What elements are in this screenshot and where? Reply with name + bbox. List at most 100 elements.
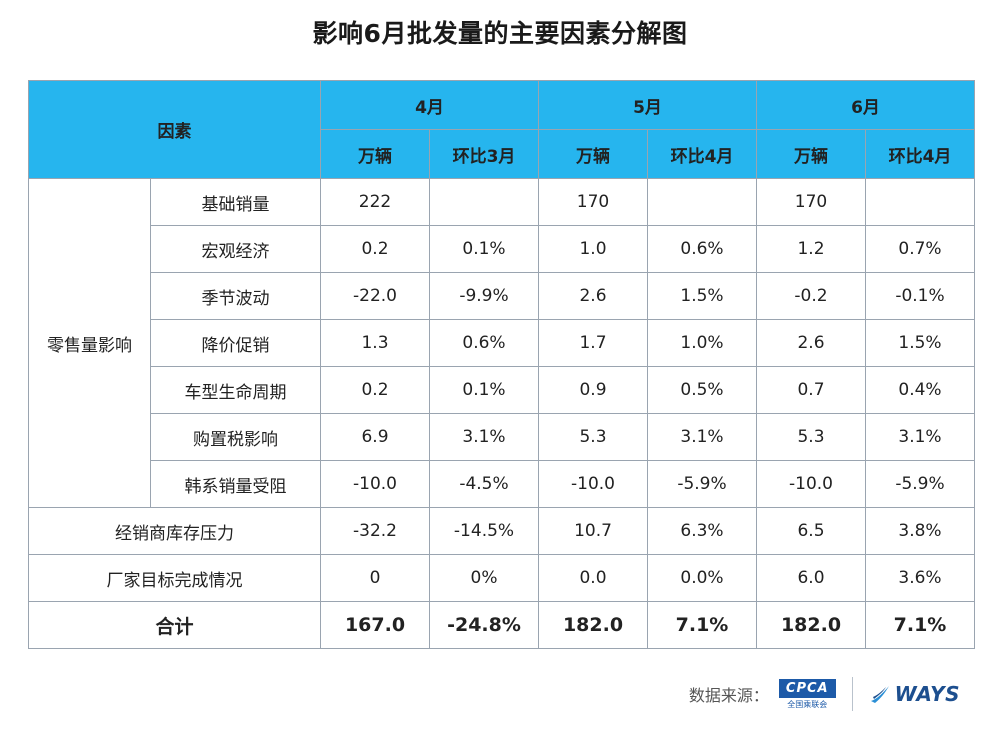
table-row: 购置税影响 6.9 3.1% 5.3 3.1% 5.3 3.1% — [29, 413, 975, 461]
cell: 1.7 — [538, 319, 648, 367]
row-label: 基础销量 — [150, 178, 321, 226]
row-label: 经销商库存压力 — [28, 507, 321, 555]
table-row: 厂家目标完成情况 0 0% 0.0 0.0% 6.0 3.6% — [28, 554, 975, 602]
cell — [865, 178, 975, 226]
header-row-months: 因素 4月 5月 6月 — [28, 80, 975, 179]
cell: 0.6% — [647, 225, 757, 273]
cell: -0.1% — [865, 272, 975, 320]
cell: 2.6 — [538, 272, 648, 320]
source-label: 数据来源： — [688, 686, 769, 705]
row-label: 季节波动 — [150, 272, 321, 320]
header-sub: 环比4月 — [647, 129, 757, 179]
cell: 3.1% — [647, 413, 757, 461]
row-label: 车型生命周期 — [150, 366, 321, 414]
table-row: 韩系销量受阻 -10.0 -4.5% -10.0 -5.9% -10.0 -5.… — [29, 460, 975, 508]
table-row: 降价促销 1.3 0.6% 1.7 1.0% 2.6 1.5% — [29, 319, 975, 367]
cell — [647, 178, 757, 226]
cell: 6.9 — [320, 413, 430, 461]
header-sub: 环比4月 — [865, 129, 975, 179]
cell: 0.2 — [320, 366, 430, 414]
cpca-logo: CPCA 全国乘联会 — [778, 678, 836, 710]
cell-highlight: -5.9% — [865, 460, 975, 508]
group-label: 零售量影响 — [28, 178, 151, 508]
cpca-logo-subtext: 全国乘联会 — [787, 699, 828, 709]
cell: 0.7 — [756, 366, 866, 414]
cell: 6.3% — [647, 507, 757, 555]
row-label: 厂家目标完成情况 — [28, 554, 321, 602]
cell: -9.9% — [429, 272, 539, 320]
total-row: 合计 167.0 -24.8% 182.0 7.1% 182.0 7.1% — [28, 601, 975, 649]
cell: -4.5% — [429, 460, 539, 508]
row-label: 购置税影响 — [150, 413, 321, 461]
header-sub: 万辆 — [538, 129, 648, 179]
cell: -10.0 — [538, 460, 648, 508]
header-sub: 万辆 — [320, 129, 430, 179]
cell-highlight: 6.0 — [756, 554, 866, 602]
cell: 0% — [429, 554, 539, 602]
cell: 1.0% — [647, 319, 757, 367]
total-cell: 182.0 — [756, 601, 866, 649]
row-label: 宏观经济 — [150, 225, 321, 273]
cell: -10.0 — [320, 460, 430, 508]
cell: 0.6% — [429, 319, 539, 367]
cell: 0.1% — [429, 225, 539, 273]
cell: 0.1% — [429, 366, 539, 414]
header-month-6: 6月 — [756, 80, 975, 130]
cell: 0.7% — [865, 225, 975, 273]
cell: 1.0 — [538, 225, 648, 273]
cpca-logo-text: CPCA — [778, 678, 836, 698]
cell: 0.0% — [647, 554, 757, 602]
cell: 222 — [320, 178, 430, 226]
cell: 1.5% — [647, 272, 757, 320]
cell: -14.5% — [429, 507, 539, 555]
cell: 10.7 — [538, 507, 648, 555]
total-cell: 7.1% — [647, 601, 757, 649]
ways-logo: WAYS — [869, 682, 960, 706]
ways-logo-text: WAYS — [894, 682, 960, 706]
total-label: 合计 — [28, 601, 321, 649]
cell: 3.1% — [429, 413, 539, 461]
cell-highlight: 6.5 — [756, 507, 866, 555]
cell: 3.1% — [865, 413, 975, 461]
header-row-sub: 万辆 环比3月 万辆 环比4月 万辆 环比4月 — [29, 129, 975, 179]
cell-highlight: -10.0 — [756, 460, 866, 508]
cell: 5.3 — [538, 413, 648, 461]
cell: 1.2 — [756, 225, 866, 273]
factor-table: 因素 4月 5月 6月 万辆 环比3月 万辆 环比4月 万辆 环比4月 零售量影… — [28, 80, 975, 649]
cell: 5.3 — [756, 413, 866, 461]
table-row: 经销商库存压力 -32.2 -14.5% 10.7 6.3% 6.5 3.8% — [28, 507, 975, 555]
total-cell: 167.0 — [320, 601, 430, 649]
cell: 0.9 — [538, 366, 648, 414]
cell: 0.5% — [647, 366, 757, 414]
cell: 170 — [756, 178, 866, 226]
cell: -0.2 — [756, 272, 866, 320]
cell-highlight: 3.6% — [865, 554, 975, 602]
header-sub: 环比3月 — [429, 129, 539, 179]
table-row: 零售量影响 基础销量 222 170 170 — [28, 178, 975, 508]
cell-highlight: 2.6 — [756, 319, 866, 367]
cell: 1.3 — [320, 319, 430, 367]
logo-divider — [851, 677, 853, 711]
row-label: 降价促销 — [150, 319, 321, 367]
cell: 0.0 — [538, 554, 648, 602]
cell: 170 — [538, 178, 648, 226]
cell — [429, 178, 539, 226]
header-factor: 因素 — [28, 80, 321, 179]
header-month-5: 5月 — [538, 80, 757, 130]
cell: -22.0 — [320, 272, 430, 320]
cell: 0.4% — [865, 366, 975, 414]
table-row: 季节波动 -22.0 -9.9% 2.6 1.5% -0.2 -0.1% — [29, 272, 975, 320]
cell: 0.2 — [320, 225, 430, 273]
cell-highlight: 1.5% — [865, 319, 975, 367]
cell: 0 — [320, 554, 430, 602]
header-month-4: 4月 — [320, 80, 539, 130]
source-footer: 数据来源： CPCA 全国乘联会 WAYS — [689, 672, 960, 716]
cell: -32.2 — [320, 507, 430, 555]
page-title: 影响6月批发量的主要因素分解图 — [312, 19, 688, 48]
total-cell: -24.8% — [429, 601, 539, 649]
row-label: 韩系销量受阻 — [150, 460, 321, 508]
table-row: 宏观经济 0.2 0.1% 1.0 0.6% 1.2 0.7% — [29, 225, 975, 273]
cell: -5.9% — [647, 460, 757, 508]
header-sub: 万辆 — [756, 129, 866, 179]
table-row: 车型生命周期 0.2 0.1% 0.9 0.5% 0.7 0.4% — [29, 366, 975, 414]
